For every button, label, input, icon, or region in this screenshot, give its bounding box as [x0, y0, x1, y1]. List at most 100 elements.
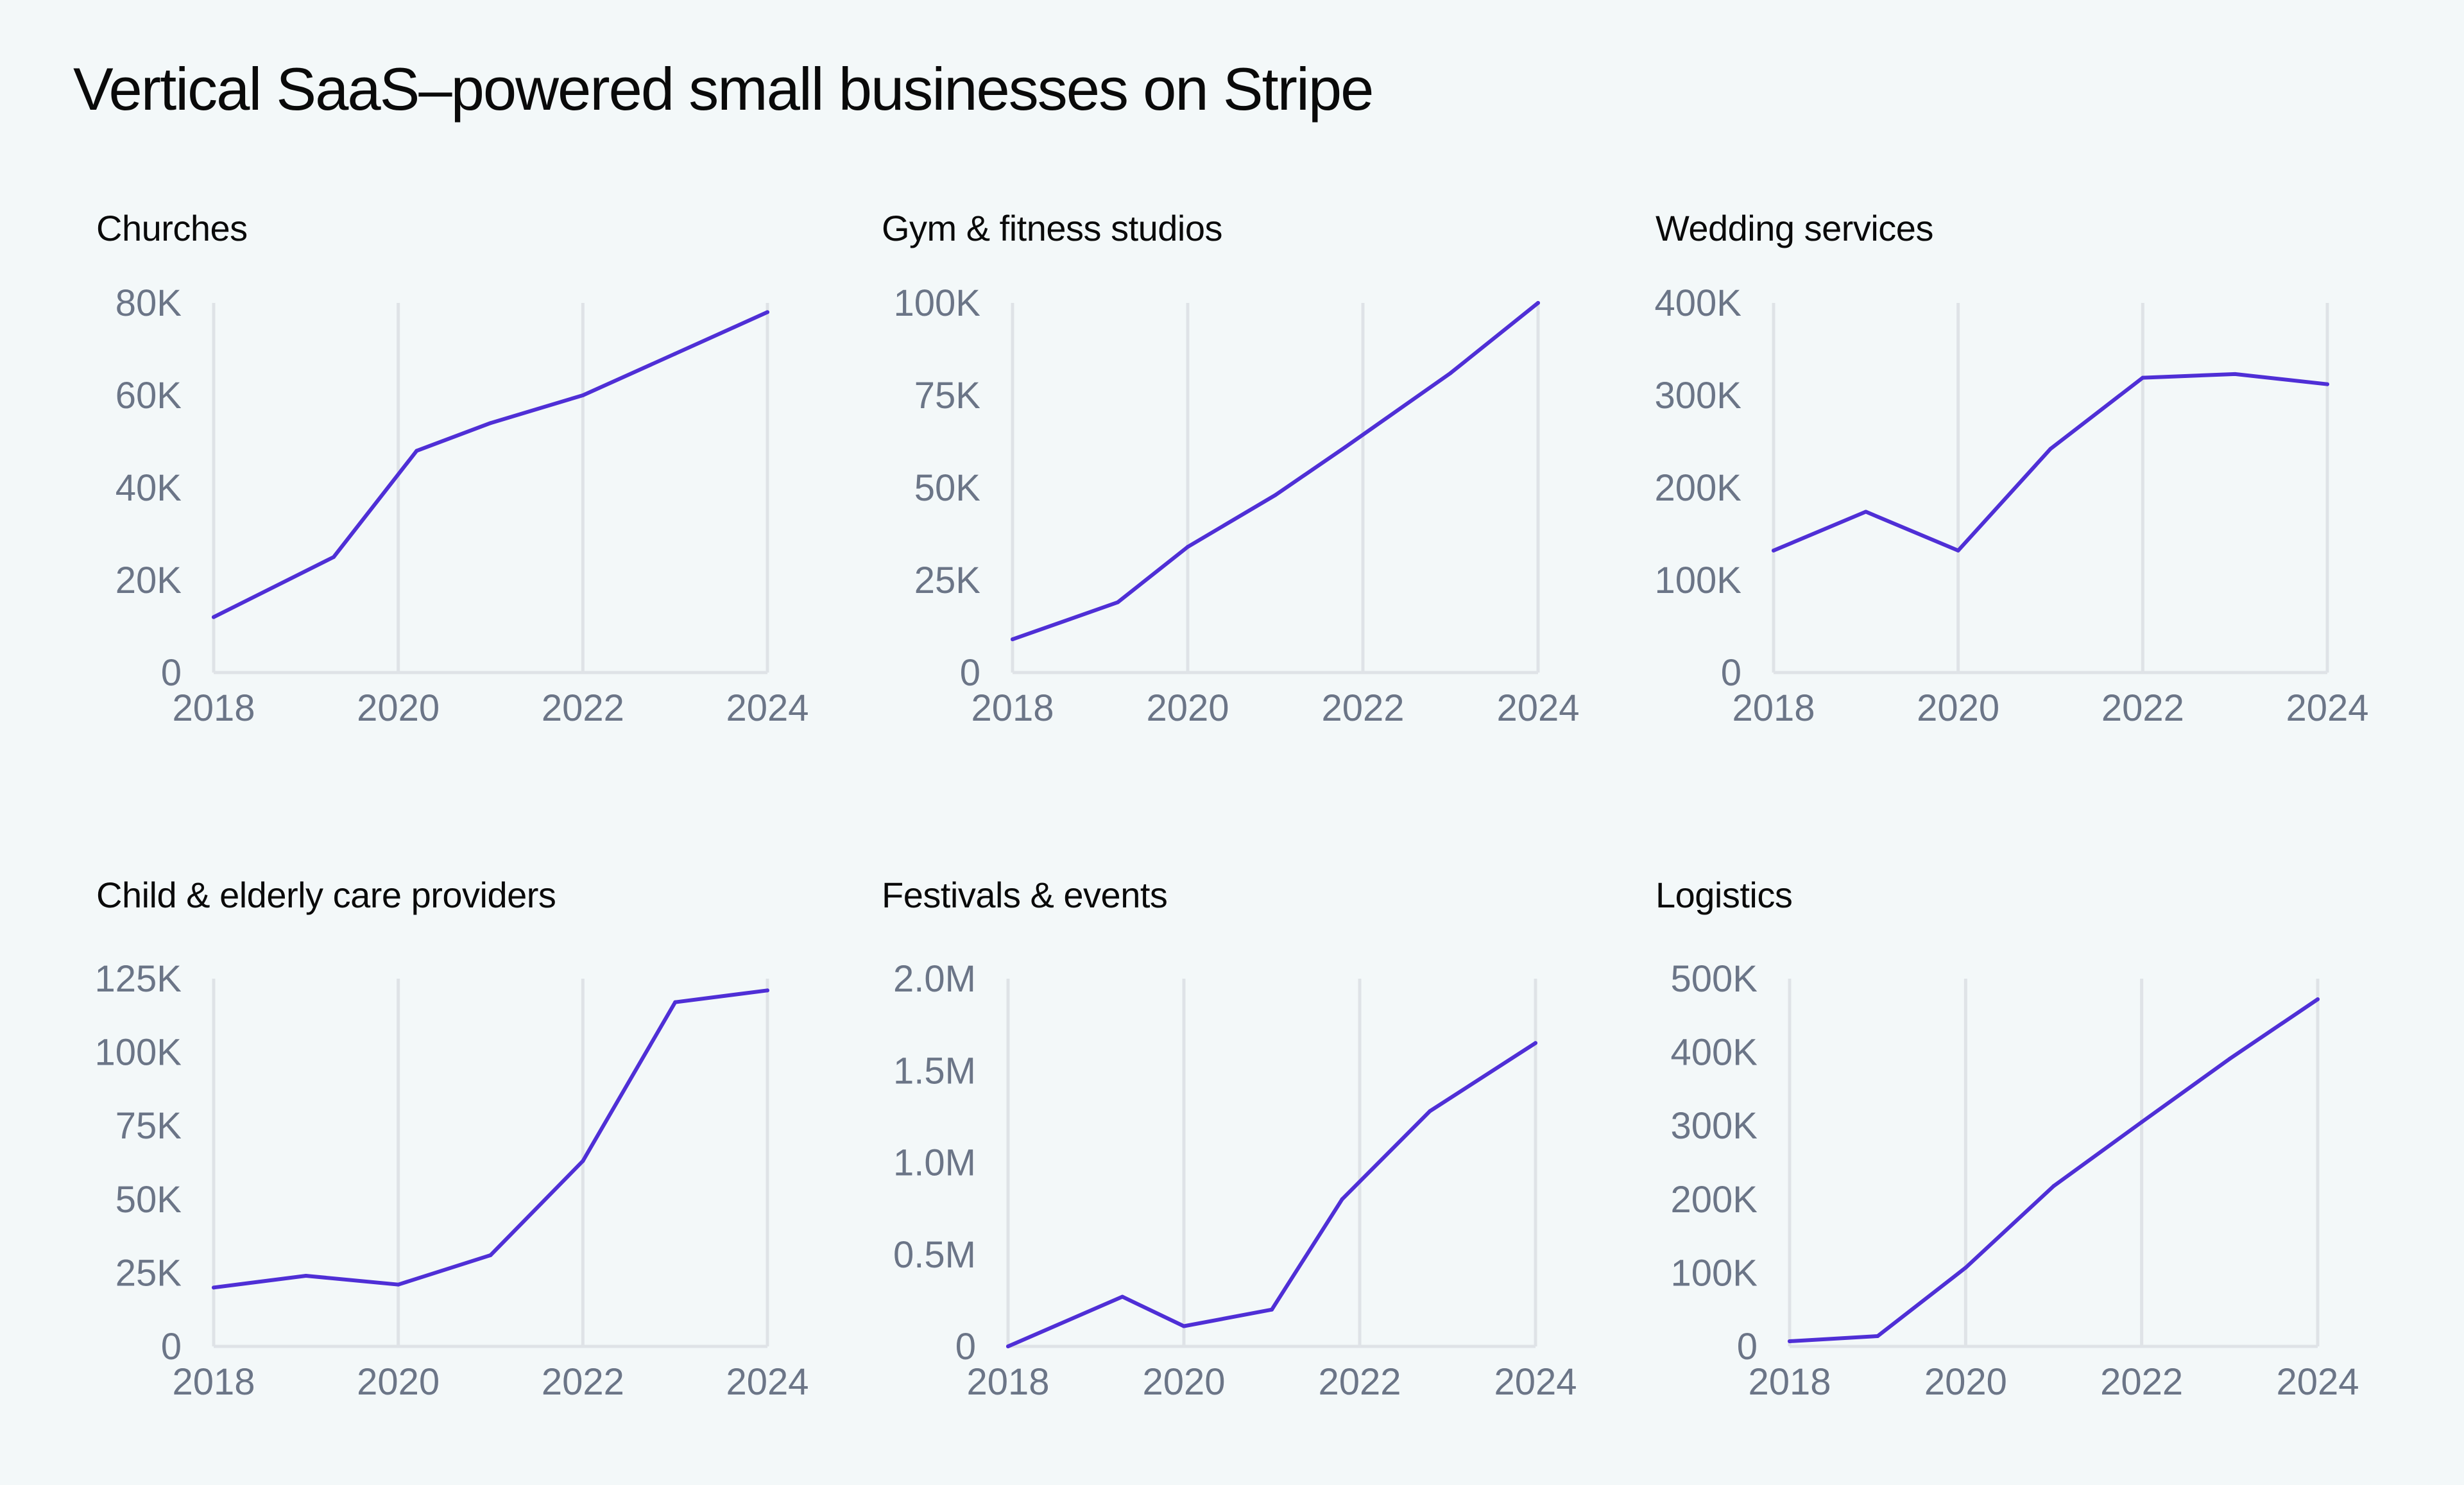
y-tick-label: 300K — [1671, 1105, 1758, 1147]
series-line-festivals — [1006, 1041, 1537, 1348]
data-point — [766, 310, 769, 314]
chart-child-care: 2018 2020 2022 2024 0 25K 50K 75K 100K 125K — [95, 958, 809, 1403]
x-tick-label: 2020 — [1146, 687, 1229, 729]
data-point — [212, 1285, 216, 1290]
chart-churches: 2018 2020 2022 2024 0 20K 40K 60K 80K — [116, 282, 809, 729]
x-tick-label: 2022 — [542, 1361, 624, 1403]
y-tick-label: 50K — [116, 1179, 182, 1221]
x-tick-label: 2018 — [966, 1361, 1049, 1403]
data-point — [673, 352, 678, 356]
chart-logistics: 2018 2020 2022 2024 0 100K 200K 300K 400K 500K — [1671, 958, 2359, 1403]
data-point — [1115, 600, 1120, 605]
x-tick-label: 2020 — [357, 1361, 440, 1403]
y-tick-label: 100K — [95, 1032, 182, 1074]
y-tick-label: 400K — [1671, 1032, 1758, 1074]
y-tick-label: 0 — [955, 1326, 976, 1368]
data-point — [2227, 1056, 2232, 1061]
data-point — [673, 1000, 678, 1004]
panel-title-wedding: Wedding services — [1656, 208, 1933, 248]
y-tick-label: 60K — [116, 375, 182, 416]
x-tick-label: 2018 — [172, 687, 255, 729]
x-tick-label: 2024 — [726, 687, 809, 729]
x-tick-label: 2020 — [1142, 1361, 1225, 1403]
data-point — [1448, 371, 1453, 375]
data-point — [331, 555, 336, 559]
y-tick-label: 25K — [914, 560, 981, 601]
y-tick-label: 25K — [116, 1252, 182, 1294]
data-point — [1340, 1197, 1344, 1201]
y-tick-label: 0 — [161, 652, 182, 694]
x-tick-label: 2022 — [542, 687, 624, 729]
data-point — [488, 1253, 493, 1257]
data-point — [581, 393, 585, 397]
y-tick-label: 300K — [1655, 375, 1742, 416]
data-point — [1186, 545, 1190, 549]
x-tick-label: 2022 — [1321, 687, 1404, 729]
data-point — [1270, 1307, 1274, 1312]
series-line-wedding — [1772, 372, 2329, 553]
chart-festivals: 2018 2020 2022 2024 0 0.5M 1.0M 1.5M 2.0M — [893, 958, 1577, 1403]
panel-title-churches: Churches — [96, 208, 248, 248]
y-tick-label: 125K — [95, 958, 182, 1000]
panel-title-logistics: Logistics — [1656, 875, 1793, 915]
data-point — [581, 1159, 585, 1163]
data-point — [415, 449, 419, 453]
data-point — [1428, 1109, 1432, 1113]
data-point — [2233, 372, 2237, 376]
x-tick-label: 2020 — [1917, 687, 1999, 729]
x-tick-label: 2024 — [1496, 687, 1579, 729]
y-tick-label: 0 — [161, 1326, 182, 1368]
page-title: Vertical SaaS–powered small businesses o… — [73, 55, 1374, 123]
data-point — [1956, 548, 1960, 553]
series-line-child-care — [212, 988, 769, 1290]
y-tick-label: 100K — [1671, 1252, 1758, 1294]
y-tick-label: 75K — [116, 1105, 182, 1147]
y-tick-label: 500K — [1671, 958, 1758, 1000]
data-point — [2316, 997, 2320, 1002]
y-tick-label: 200K — [1655, 467, 1742, 509]
data-point — [304, 1273, 308, 1278]
data-point — [212, 615, 216, 619]
y-tick-label: 40K — [116, 467, 182, 509]
y-tick-label: 1.0M — [893, 1142, 976, 1184]
x-tick-label: 2022 — [2100, 1361, 2183, 1403]
y-tick-label: 0 — [1721, 652, 1741, 694]
chart-wedding: 2018 2020 2022 2024 0 100K 200K 300K 400K — [1655, 282, 2369, 729]
y-tick-label: 0 — [960, 652, 980, 694]
y-tick-label: 0 — [1737, 1326, 1758, 1368]
data-point — [2141, 375, 2145, 380]
x-tick-label: 2022 — [1318, 1361, 1401, 1403]
y-tick-label: 0.5M — [893, 1234, 976, 1276]
x-tick-label: 2018 — [971, 687, 1054, 729]
data-point — [1182, 1324, 1186, 1328]
x-tick-label: 2024 — [2276, 1361, 2359, 1403]
data-point — [488, 421, 493, 425]
data-point — [1120, 1294, 1125, 1299]
data-point — [1343, 445, 1348, 449]
data-point — [1536, 301, 1540, 305]
x-tick-label: 2018 — [172, 1361, 255, 1403]
y-tick-label: 75K — [914, 375, 981, 416]
y-tick-label: 100K — [894, 282, 981, 324]
x-tick-label: 2024 — [726, 1361, 809, 1403]
x-tick-label: 2018 — [1732, 687, 1815, 729]
y-tick-label: 400K — [1655, 282, 1742, 324]
y-tick-label: 20K — [116, 560, 182, 601]
data-point — [2325, 382, 2329, 386]
panel-title-child-care: Child & elderly care providers — [96, 875, 556, 915]
data-point — [1876, 1334, 1880, 1338]
y-tick-label: 80K — [116, 282, 182, 324]
data-point — [2139, 1120, 2144, 1124]
x-tick-label: 2020 — [1924, 1361, 2007, 1403]
x-tick-label: 2020 — [357, 687, 440, 729]
x-tick-label: 2018 — [1748, 1361, 1831, 1403]
panel-title-festivals: Festivals & events — [882, 875, 1168, 915]
panel-title-gym: Gym & fitness studios — [882, 208, 1223, 248]
data-point — [1011, 637, 1014, 642]
data-point — [2048, 447, 2053, 451]
y-tick-label: 50K — [914, 467, 981, 509]
y-tick-label: 2.0M — [893, 958, 976, 1000]
x-tick-label: 2022 — [2101, 687, 2184, 729]
y-tick-label: 200K — [1671, 1179, 1758, 1221]
